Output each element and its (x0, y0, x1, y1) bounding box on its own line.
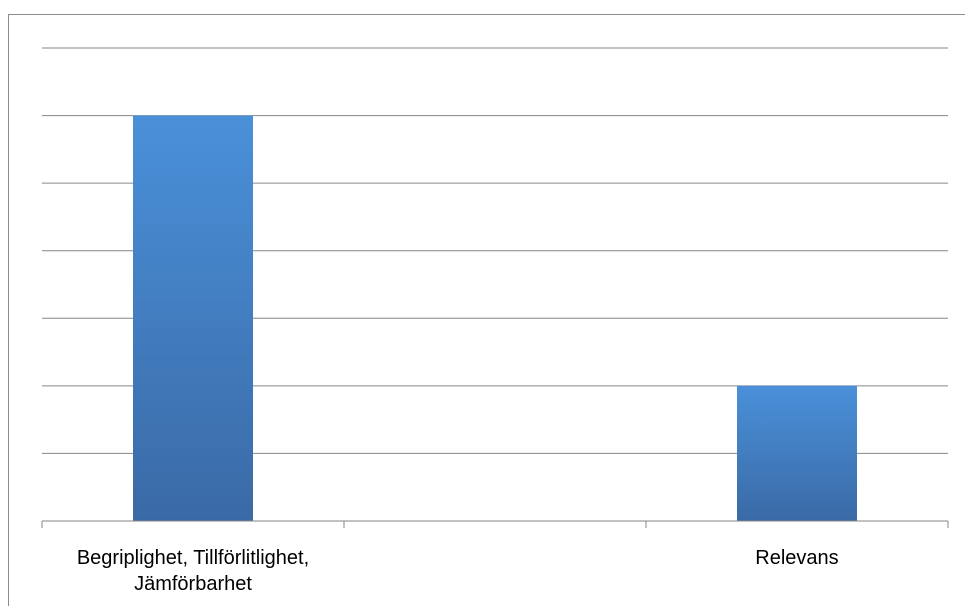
bars (133, 115, 857, 522)
x-tick-label: Begriplighet, Tillförlitlighet, Jämförba… (76, 547, 310, 595)
x-axis (41, 520, 949, 528)
x-tick-label: Relevans (755, 547, 839, 569)
bar (133, 115, 253, 522)
bar (737, 385, 857, 521)
